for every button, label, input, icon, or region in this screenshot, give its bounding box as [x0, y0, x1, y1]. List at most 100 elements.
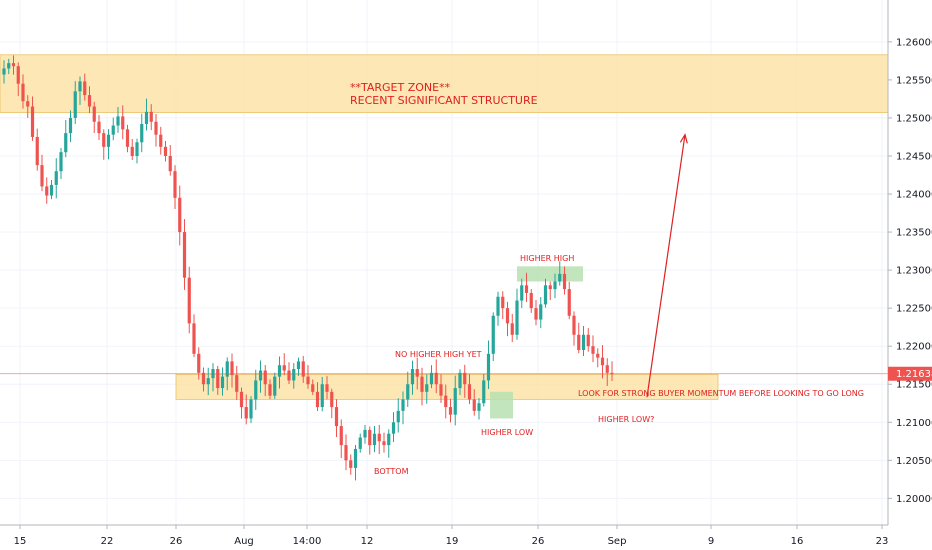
- candle-body: [282, 365, 286, 371]
- candle-body: [116, 116, 120, 126]
- candle-body: [586, 334, 590, 347]
- candle-body: [496, 296, 500, 316]
- candle-body: [230, 361, 234, 376]
- candle-body: [2, 68, 6, 75]
- candle-body: [163, 146, 168, 156]
- candle-body: [173, 171, 177, 198]
- annotations-layer: **TARGET ZONE**RECENT SIGNIFICANT STRUCT…: [0, 81, 888, 476]
- candle-body: [420, 376, 424, 392]
- candle-body: [458, 372, 462, 389]
- candle-body: [182, 232, 187, 278]
- candle-body: [463, 372, 467, 385]
- candle-body: [434, 372, 438, 385]
- candle-body: [439, 384, 443, 396]
- time-tick-label: 26: [532, 536, 545, 547]
- candle-body: [596, 353, 600, 358]
- candle-body: [505, 308, 510, 324]
- price-tick-label: 1.25500: [896, 75, 932, 86]
- candle-body: [567, 289, 571, 316]
- candle-body: [220, 376, 225, 389]
- candle-body: [534, 308, 538, 320]
- candle-body: [130, 146, 134, 156]
- price-tick-label: 1.20000: [896, 494, 932, 505]
- candle-body: [64, 133, 68, 153]
- candle-body: [35, 136, 39, 166]
- candle-body: [349, 460, 353, 468]
- candle-body: [135, 142, 139, 156]
- candle-body: [239, 391, 244, 408]
- candle-body: [539, 304, 543, 320]
- candle-body: [524, 285, 529, 293]
- candle-body: [510, 323, 514, 335]
- candle-body: [410, 369, 415, 385]
- candle-body: [344, 445, 348, 461]
- candle-body: [254, 380, 258, 400]
- candle-body: [7, 63, 11, 69]
- time-tick-label: 23: [876, 536, 889, 547]
- price-tick-label: 1.21500: [896, 380, 932, 391]
- price-tick-label: 1.21000: [896, 418, 932, 429]
- candle-body: [159, 134, 163, 147]
- target-zone-label: **TARGET ZONE**: [350, 81, 451, 94]
- candle-body: [334, 407, 339, 427]
- current-price-tag: [888, 366, 932, 381]
- candle-body: [501, 296, 505, 309]
- candle-body: [315, 391, 320, 408]
- candle-body: [206, 378, 210, 385]
- price-tick-label: 1.23500: [896, 228, 932, 239]
- candle-body: [287, 370, 291, 381]
- candle-body: [192, 323, 196, 354]
- bottom-label: BOTTOM: [374, 467, 409, 476]
- candle-body: [258, 370, 263, 381]
- candle-body: [68, 117, 73, 134]
- candle-body: [515, 300, 519, 335]
- candle-body: [486, 353, 491, 381]
- candle-body: [273, 376, 277, 396]
- candle-body: [144, 111, 149, 125]
- candle-body: [201, 372, 206, 385]
- price-tick-label: 1.22500: [896, 304, 932, 315]
- candle-body: [187, 277, 191, 324]
- price-tick-label: 1.25000: [896, 113, 932, 124]
- candle-body: [472, 399, 476, 411]
- candle-body: [249, 399, 253, 419]
- time-tick-label: 26: [170, 536, 183, 547]
- price-tick-label: 1.26000: [896, 37, 932, 48]
- time-tick-label: Aug: [234, 536, 254, 547]
- candle-body: [372, 433, 377, 446]
- candle-body: [368, 429, 372, 446]
- candle-body: [26, 101, 30, 107]
- candle-body: [572, 315, 576, 335]
- current-price-label: 1.21638: [896, 369, 932, 380]
- candle-body: [591, 346, 595, 354]
- candle-body: [225, 361, 229, 377]
- price-tick-label: 1.24500: [896, 151, 932, 162]
- higher-low-label: HIGHER LOW: [481, 428, 533, 437]
- candle-body: [477, 403, 481, 411]
- candle-body: [277, 365, 282, 377]
- candle-body: [444, 395, 448, 408]
- higher-low-box: [490, 391, 513, 419]
- higher-high-box: [517, 266, 583, 282]
- candle-body: [140, 124, 144, 143]
- candle-body: [482, 380, 486, 404]
- time-tick-label: 12: [361, 536, 374, 547]
- candle-body: [605, 365, 609, 373]
- candle-body: [353, 448, 358, 468]
- candle-body: [320, 384, 324, 408]
- candle-body: [40, 165, 44, 187]
- candle-body: [149, 111, 153, 122]
- higher-low-question-label: HIGHER LOW?: [598, 415, 654, 424]
- candle-body: [529, 292, 533, 309]
- candle-body: [358, 437, 362, 449]
- candle-body: [178, 197, 182, 233]
- candle-body: [244, 407, 248, 419]
- time-tick-label: 9: [708, 536, 714, 547]
- candle-body: [453, 388, 457, 415]
- price-tick-label: 1.22000: [896, 342, 932, 353]
- candle-body: [325, 384, 329, 392]
- candle-body: [448, 407, 453, 415]
- time-tick-label: 19: [446, 536, 459, 547]
